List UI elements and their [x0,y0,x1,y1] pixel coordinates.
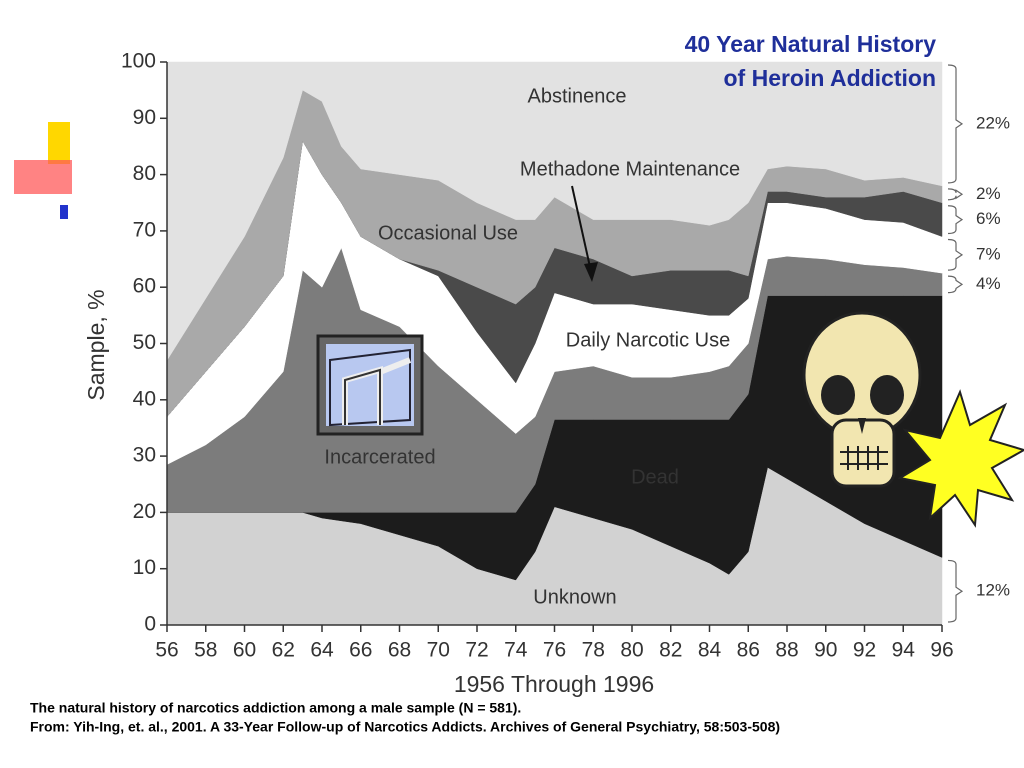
bracket [947,188,964,201]
y-tick-label: 50 [133,331,156,354]
x-tick-label: 70 [427,639,450,662]
decor-square [14,160,72,194]
x-tick-label: 76 [543,639,566,662]
y-tick-label: 20 [133,500,156,523]
y-tick-label: 10 [133,556,156,579]
decor-square [60,205,68,219]
series-label: Unknown [533,586,616,608]
area [166,61,943,362]
series-label: Abstinence [528,85,627,107]
arrow-head [584,262,598,282]
y-tick-label: 100 [121,50,156,73]
x-tick-label: 62 [272,639,295,662]
y-axis-title: Sample, % [83,289,109,400]
footer: The natural history of narcotics addicti… [30,700,521,716]
bracket [947,238,964,271]
x-tick-label: 82 [659,639,682,662]
share-label: 12% [976,581,1010,600]
x-tick-label: 96 [930,639,953,662]
series-label: Occasional Use [378,222,518,244]
y-tick-label: 0 [144,613,156,636]
x-tick-label: 86 [737,639,760,662]
star-burst [897,389,1024,528]
y-tick-label: 70 [133,218,156,241]
title: 40 Year Natural History [685,31,937,57]
arrow [571,185,593,277]
decor-square [48,122,70,164]
x-tick-label: 64 [310,639,334,662]
y-tick-label: 60 [133,275,156,298]
share-label: 2% [976,184,1001,203]
x-tick-label: 92 [853,639,876,662]
x-tick-label: 66 [349,639,372,662]
x-tick-label: 94 [892,639,916,662]
x-tick-label: 90 [814,639,837,662]
bracket [947,205,964,235]
series-label: Incarcerated [324,446,435,468]
x-tick-label: 72 [465,639,488,662]
series-label: Daily Narcotic Use [566,329,730,351]
jail-icon [316,334,424,436]
y-tick-label: 30 [133,444,156,467]
skull-icon [802,311,922,488]
y-tick-label: 90 [133,106,156,129]
series-label: Methadone Maintenance [520,158,740,180]
x-tick-label: 84 [698,639,722,662]
x-tick-label: 80 [620,639,643,662]
x-tick-label: 74 [504,639,528,662]
share-label: 6% [976,209,1001,228]
y-tick-label: 80 [133,162,156,185]
x-tick-label: 56 [155,639,178,662]
x-tick-label: 88 [775,639,798,662]
bracket [947,64,964,184]
y-tick-label: 40 [133,387,156,410]
x-tick-label: 78 [582,639,605,662]
bracket [947,559,964,623]
x-tick-label: 68 [388,639,411,662]
bracket [947,275,964,294]
x-axis-title: 1956 Through 1996 [454,671,654,697]
title: of Heroin Addiction [723,65,936,91]
x-tick-label: 60 [233,639,256,662]
share-label: 22% [976,113,1010,132]
share-label: 4% [976,274,1001,293]
share-label: 7% [976,244,1001,263]
x-tick-label: 58 [194,639,217,662]
footer: From: Yih-Ing, et. al., 2001. A 33-Year … [30,719,780,735]
series-label: Dead [631,466,679,488]
